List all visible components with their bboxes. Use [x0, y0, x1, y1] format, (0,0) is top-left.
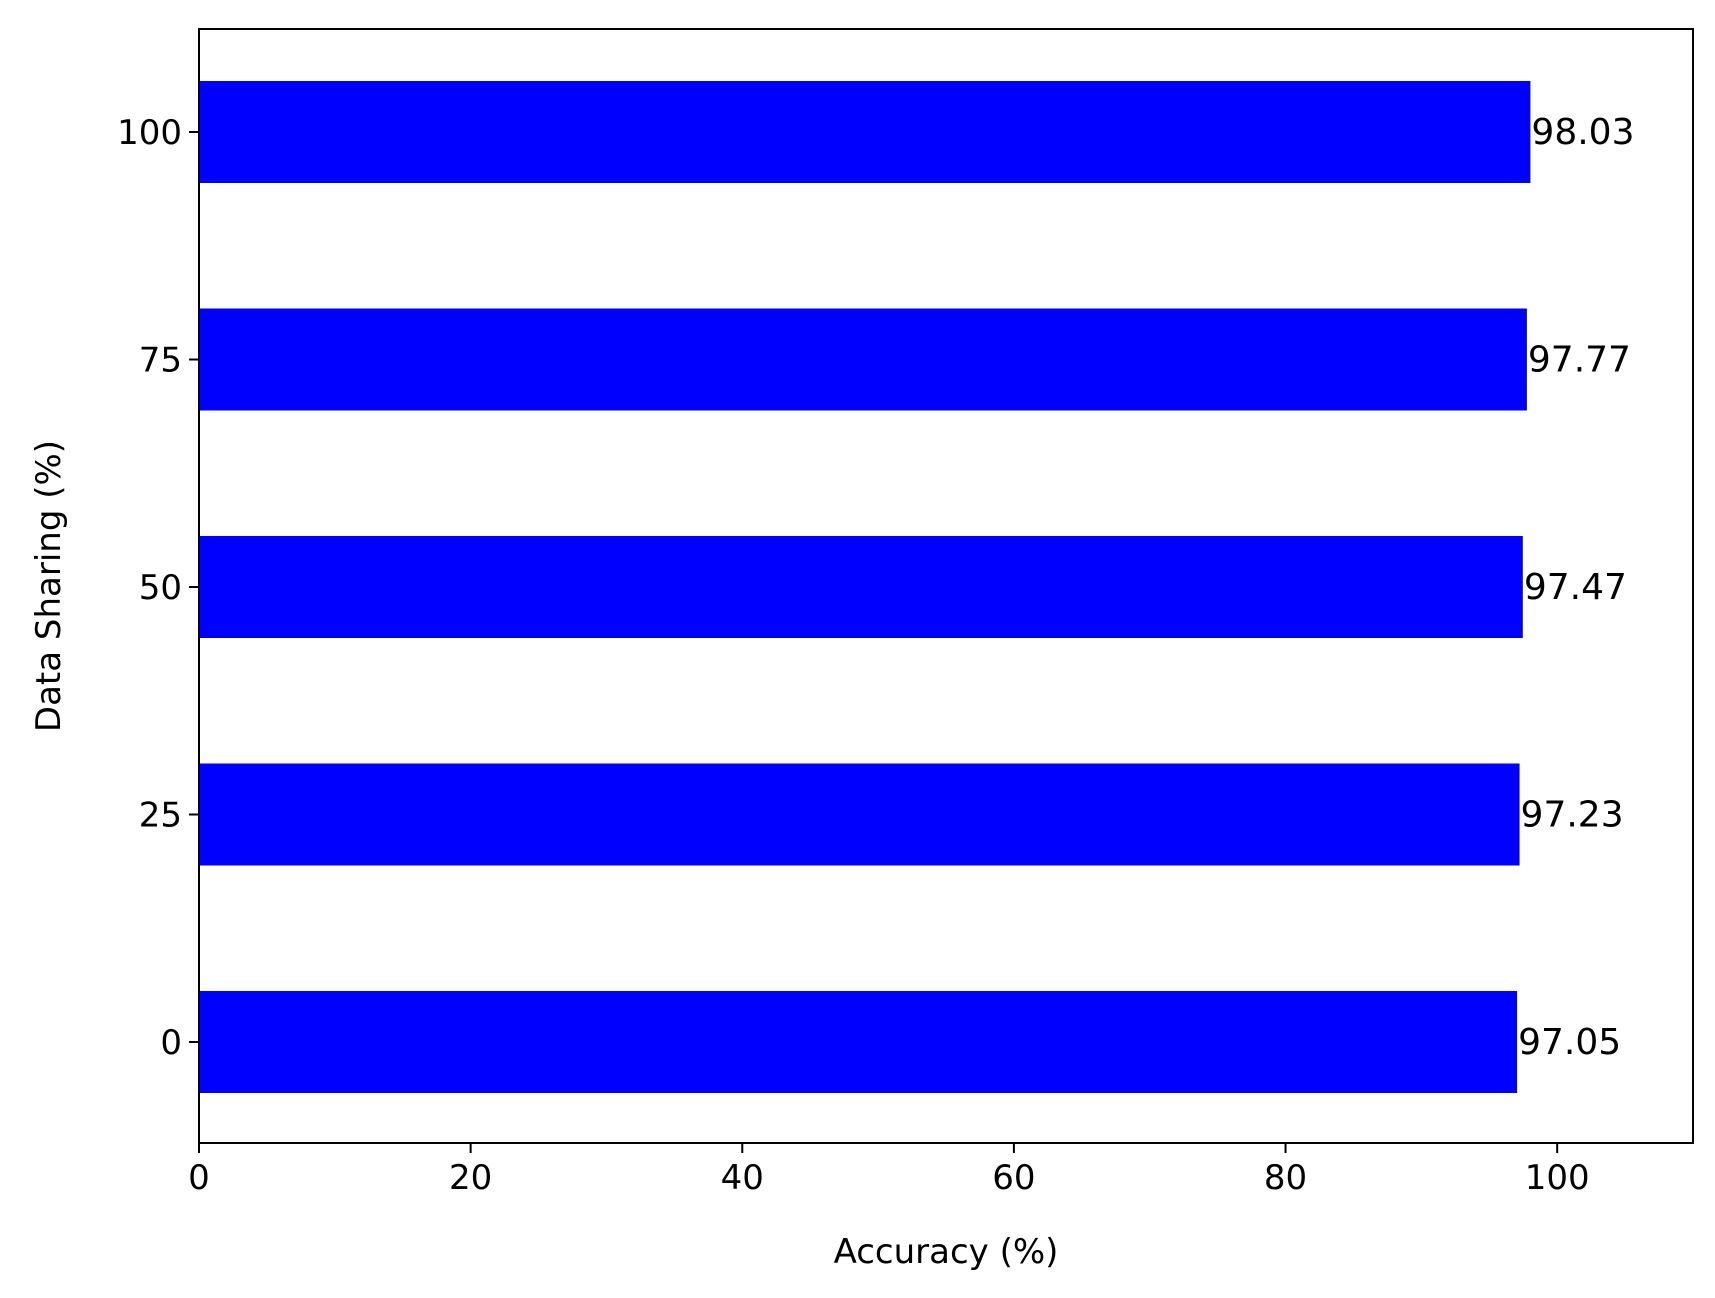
x-tick-label-40: 40	[721, 1158, 764, 1198]
data-label-50: 97.47	[1524, 567, 1627, 608]
x-tick-label-60: 60	[992, 1158, 1035, 1198]
x-axis-ticks: 0 20 40 60 80 100	[188, 1143, 1590, 1198]
y-axis-ticks: 0 25 50 75 100	[117, 113, 199, 1063]
y-tick-label-50: 50	[139, 568, 182, 608]
bar-50	[199, 536, 1523, 638]
x-tick-label-20: 20	[449, 1158, 492, 1198]
y-tick-label-100: 100	[117, 113, 182, 153]
x-tick-label-0: 0	[188, 1158, 210, 1198]
bar-0	[199, 991, 1518, 1093]
data-label-25: 97.23	[1521, 795, 1624, 836]
y-tick-label-25: 25	[139, 796, 182, 836]
x-tick-label-100: 100	[1525, 1158, 1590, 1198]
bar-75	[199, 308, 1527, 411]
bars-group	[199, 81, 1531, 1093]
data-label-75: 97.77	[1528, 340, 1631, 381]
bar-25	[199, 763, 1520, 866]
y-axis-label: Data Sharing (%)	[29, 440, 69, 732]
bar-100	[199, 81, 1531, 183]
y-tick-label-0: 0	[160, 1023, 182, 1063]
data-label-100: 98.03	[1531, 112, 1634, 153]
y-tick-label-75: 75	[139, 341, 182, 381]
x-tick-label-80: 80	[1264, 1158, 1307, 1198]
x-axis-label: Accuracy (%)	[834, 1232, 1059, 1272]
data-labels-group: 97.05 97.23 97.47 97.77 98.03	[1518, 112, 1634, 1063]
data-label-0: 97.05	[1518, 1022, 1621, 1063]
